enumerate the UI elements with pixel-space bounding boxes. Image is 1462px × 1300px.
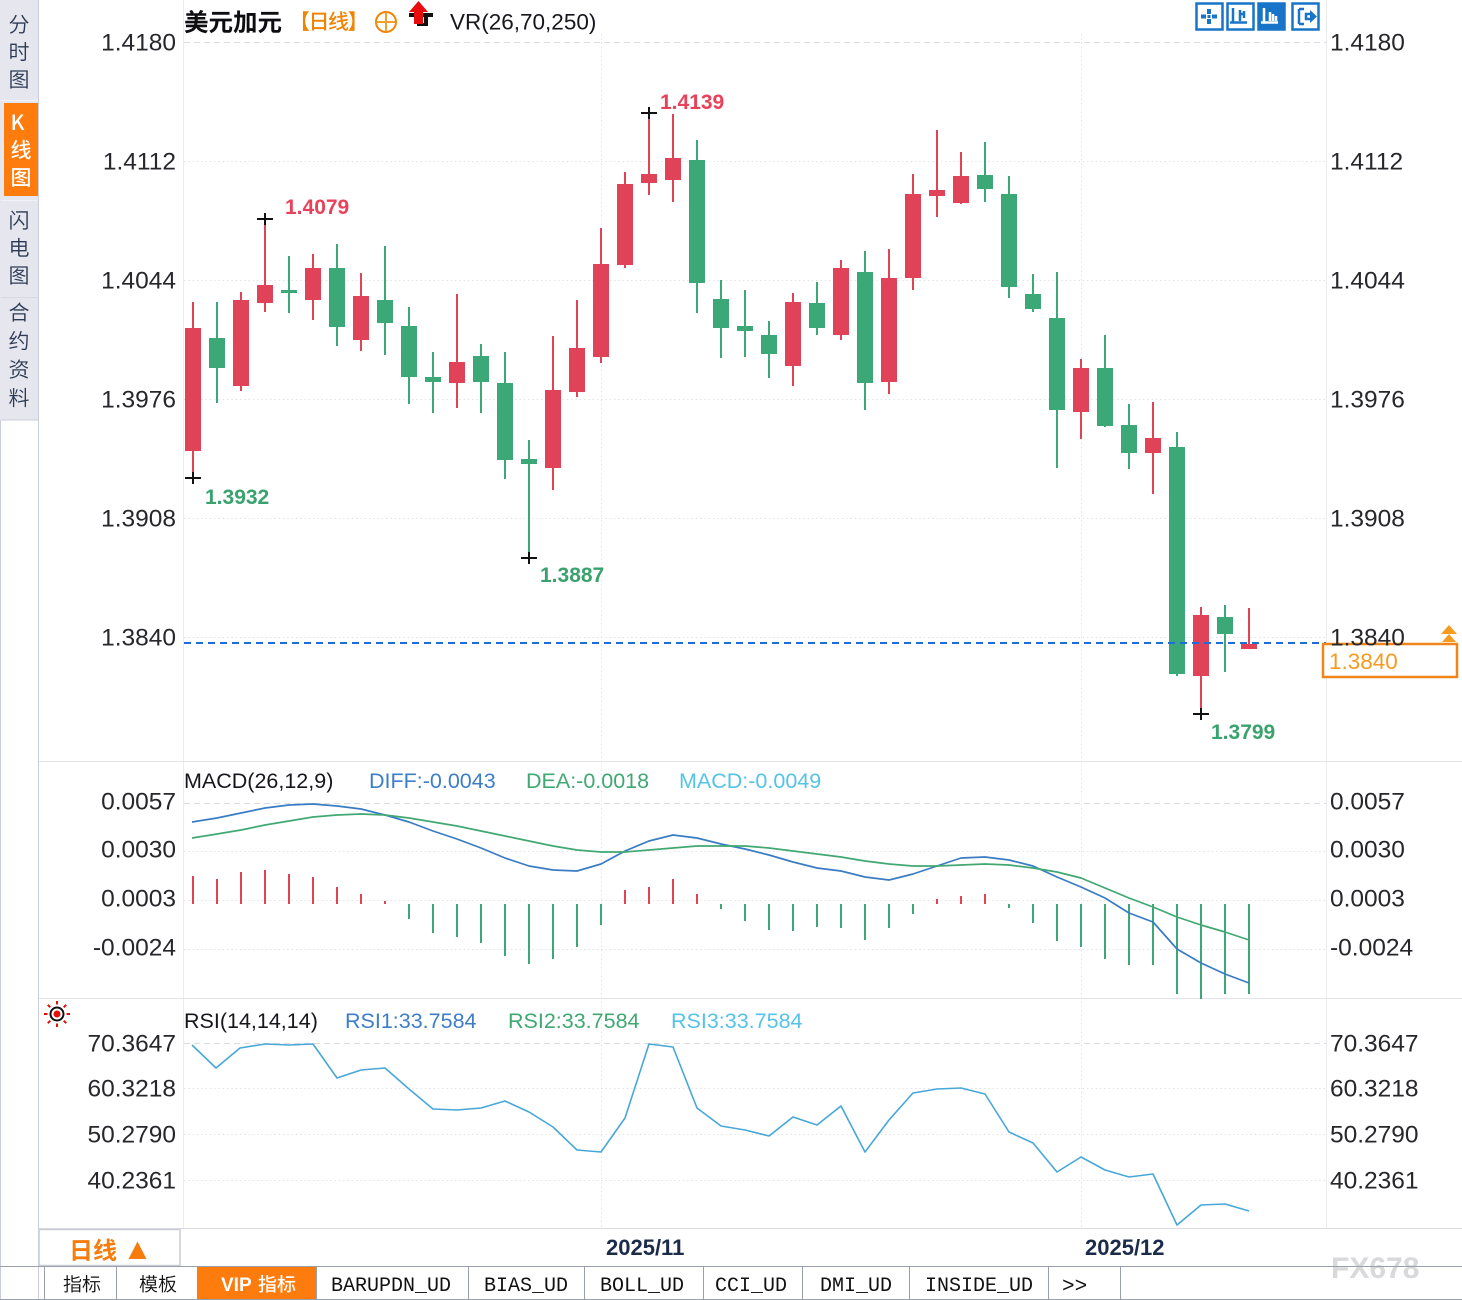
svg-text:0.0057: 0.0057 xyxy=(101,789,176,816)
svg-text:40.2361: 40.2361 xyxy=(87,1168,176,1195)
svg-text:40.2361: 40.2361 xyxy=(1330,1168,1419,1195)
svg-text:1.3840: 1.3840 xyxy=(101,625,176,652)
svg-text:50.2790: 50.2790 xyxy=(87,1122,176,1149)
svg-text:1.3840: 1.3840 xyxy=(1330,625,1405,652)
svg-text:0.0003: 0.0003 xyxy=(101,886,176,913)
svg-text:-0.0024: -0.0024 xyxy=(1330,935,1413,962)
svg-text:1.4112: 1.4112 xyxy=(1330,149,1403,176)
svg-text:70.3647: 70.3647 xyxy=(87,1031,176,1058)
svg-text:FX678: FX678 xyxy=(1331,1252,1419,1285)
svg-text:MACD(26,12,9): MACD(26,12,9) xyxy=(184,769,333,793)
svg-text:DEA:-0.0018: DEA:-0.0018 xyxy=(526,769,649,793)
svg-text:1.4180: 1.4180 xyxy=(1330,30,1405,57)
svg-text:2025/11: 2025/11 xyxy=(606,1235,684,1260)
svg-text:1.3908: 1.3908 xyxy=(101,506,176,533)
svg-text:1.4180: 1.4180 xyxy=(101,30,176,57)
svg-text:MACD:-0.0049: MACD:-0.0049 xyxy=(679,769,821,793)
svg-text:50.2790: 50.2790 xyxy=(1330,1122,1419,1149)
svg-text:1.3908: 1.3908 xyxy=(1330,506,1405,533)
svg-text:1.4044: 1.4044 xyxy=(101,268,176,295)
svg-text:1.3976: 1.3976 xyxy=(101,387,176,414)
svg-text:0.0003: 0.0003 xyxy=(1330,886,1405,913)
svg-text:CCI_UD: CCI_UD xyxy=(715,1275,787,1298)
svg-text:60.3218: 60.3218 xyxy=(1330,1076,1419,1103)
svg-text:1.3799: 1.3799 xyxy=(1211,721,1275,744)
svg-text:>>: >> xyxy=(1062,1276,1087,1299)
svg-text:INSIDE_UD: INSIDE_UD xyxy=(925,1275,1033,1298)
svg-text:0.0030: 0.0030 xyxy=(101,837,176,864)
svg-text:0.0030: 0.0030 xyxy=(1330,837,1405,864)
svg-text:-0.0024: -0.0024 xyxy=(93,935,176,962)
svg-text:1.3976: 1.3976 xyxy=(1330,387,1405,414)
svg-text:VR(26,70,250): VR(26,70,250) xyxy=(450,10,596,35)
svg-text:1.3887: 1.3887 xyxy=(540,564,604,587)
svg-text:70.3647: 70.3647 xyxy=(1330,1031,1419,1058)
svg-text:BOLL_UD: BOLL_UD xyxy=(600,1275,684,1298)
svg-text:VIP: VIP xyxy=(221,1275,252,1296)
svg-text:RSI3:33.7584: RSI3:33.7584 xyxy=(671,1009,803,1033)
svg-text:2025/12: 2025/12 xyxy=(1085,1235,1165,1260)
svg-text:0.0057: 0.0057 xyxy=(1330,789,1405,816)
svg-text:DIFF:-0.0043: DIFF:-0.0043 xyxy=(369,769,496,793)
svg-text:1.4112: 1.4112 xyxy=(103,149,176,176)
svg-text:1.3932: 1.3932 xyxy=(205,486,269,509)
svg-text:BIAS_UD: BIAS_UD xyxy=(484,1275,568,1298)
svg-text:60.3218: 60.3218 xyxy=(87,1076,176,1103)
svg-text:BARUPDN_UD: BARUPDN_UD xyxy=(331,1275,451,1298)
svg-text:RSI(14,14,14): RSI(14,14,14) xyxy=(184,1009,318,1033)
svg-text:DMI_UD: DMI_UD xyxy=(820,1275,892,1298)
svg-text:1.4044: 1.4044 xyxy=(1330,268,1405,295)
svg-text:1.3840: 1.3840 xyxy=(1329,649,1398,674)
svg-text:1.4139: 1.4139 xyxy=(660,91,724,114)
svg-text:RSI2:33.7584: RSI2:33.7584 xyxy=(508,1009,640,1033)
svg-text:RSI1:33.7584: RSI1:33.7584 xyxy=(345,1009,477,1033)
svg-text:1.4079: 1.4079 xyxy=(285,196,349,219)
